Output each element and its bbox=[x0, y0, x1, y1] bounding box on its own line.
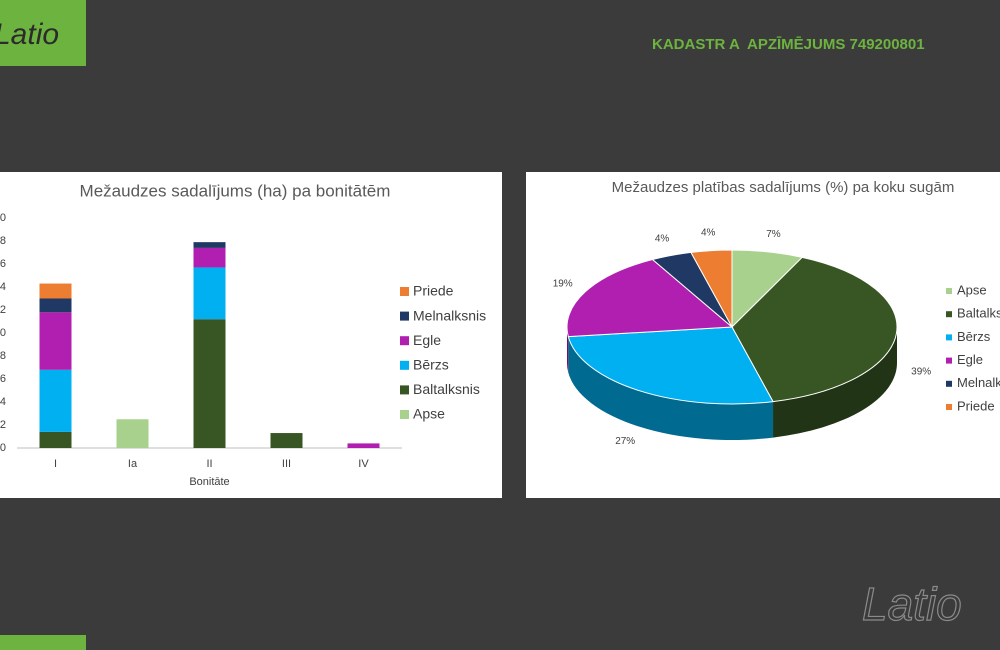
legend-swatch bbox=[946, 288, 952, 294]
legend-label: Melnalksnis bbox=[413, 307, 486, 323]
legend-swatch bbox=[400, 410, 409, 419]
x-tick-label: Ia bbox=[128, 458, 138, 470]
x-tick-label: I bbox=[54, 458, 57, 470]
legend-swatch bbox=[946, 380, 952, 387]
data-label: 4% bbox=[655, 233, 670, 244]
data-label: 4% bbox=[701, 227, 716, 238]
bar-segment bbox=[193, 247, 226, 268]
logo: Latio bbox=[0, 18, 59, 51]
legend-label: Priede bbox=[413, 283, 454, 299]
data-label: 19% bbox=[553, 279, 573, 290]
legend-swatch bbox=[400, 287, 409, 296]
legend-label: Apse bbox=[957, 282, 987, 297]
data-label: 7% bbox=[766, 229, 781, 240]
pie-slice bbox=[566, 258, 734, 338]
legend-swatch bbox=[400, 360, 409, 370]
logo-box bbox=[0, 0, 86, 66]
pie-slice bbox=[731, 256, 898, 403]
bar-segment bbox=[193, 267, 226, 320]
y-tick-label: 12 bbox=[0, 304, 6, 316]
legend-label: Egle bbox=[413, 332, 441, 348]
footer-logo: Latio bbox=[862, 578, 962, 630]
legend-swatch bbox=[400, 385, 409, 395]
y-tick-label: 2 bbox=[0, 419, 6, 431]
legend-swatch bbox=[946, 404, 952, 410]
legend-label: Baltalksnis bbox=[957, 306, 1000, 321]
y-tick-label: 16 bbox=[0, 258, 6, 270]
legend-swatch bbox=[946, 311, 952, 318]
x-tick-label: III bbox=[282, 458, 291, 470]
pie-side bbox=[567, 327, 569, 373]
legend-label: Baltalksnis bbox=[413, 381, 480, 397]
bar-segment bbox=[116, 419, 149, 448]
data-label: 27% bbox=[615, 436, 635, 447]
y-tick-label: 0 bbox=[0, 442, 6, 454]
legend-swatch bbox=[400, 336, 409, 346]
legend-label: Bērzs bbox=[957, 329, 991, 344]
legend-swatch bbox=[946, 357, 952, 364]
header-title: KADASTR A APZĪMĒJUMS 749200801 bbox=[652, 36, 925, 53]
data-label: 39% bbox=[911, 367, 931, 378]
x-axis-label: Bonitāte bbox=[189, 476, 229, 488]
panel bbox=[0, 172, 502, 498]
bar-segment bbox=[39, 431, 72, 448]
y-tick-label: 10 bbox=[0, 327, 6, 339]
pie-slice bbox=[567, 326, 774, 405]
pie-side bbox=[773, 327, 897, 438]
bar-segment bbox=[39, 312, 72, 370]
chart-title: Mežaudzes sadalījums (ha) pa bonitātēm bbox=[80, 181, 391, 200]
pie-side bbox=[568, 336, 774, 440]
footer-box bbox=[0, 635, 86, 650]
legend-label: Apse bbox=[413, 406, 445, 422]
legend-swatch bbox=[946, 334, 952, 341]
chart-title: Mežaudzes platības sadalījums (%) pa kok… bbox=[612, 179, 955, 196]
x-tick-label: IV bbox=[358, 458, 369, 470]
bar-segment bbox=[39, 369, 72, 432]
bar-segment bbox=[193, 242, 226, 248]
legend-label: Priede bbox=[957, 398, 995, 413]
y-tick-label: 14 bbox=[0, 281, 6, 293]
legend-label: Egle bbox=[957, 352, 983, 367]
bar-segment bbox=[39, 283, 72, 299]
bar-segment bbox=[193, 319, 226, 448]
bar-segment bbox=[347, 443, 380, 448]
legend-swatch bbox=[400, 311, 409, 321]
bar-segment bbox=[39, 298, 72, 313]
legend-label: Melnalksnis bbox=[957, 375, 1000, 390]
y-tick-label: 18 bbox=[0, 235, 6, 247]
y-tick-label: 8 bbox=[0, 350, 6, 362]
x-tick-label: II bbox=[206, 458, 212, 470]
y-tick-label: 4 bbox=[0, 396, 6, 408]
bar-segment bbox=[270, 433, 303, 448]
y-tick-label: 20 bbox=[0, 212, 6, 224]
legend-label: Bērzs bbox=[413, 357, 449, 373]
pie-slice bbox=[690, 249, 733, 328]
y-tick-label: 6 bbox=[0, 373, 6, 385]
